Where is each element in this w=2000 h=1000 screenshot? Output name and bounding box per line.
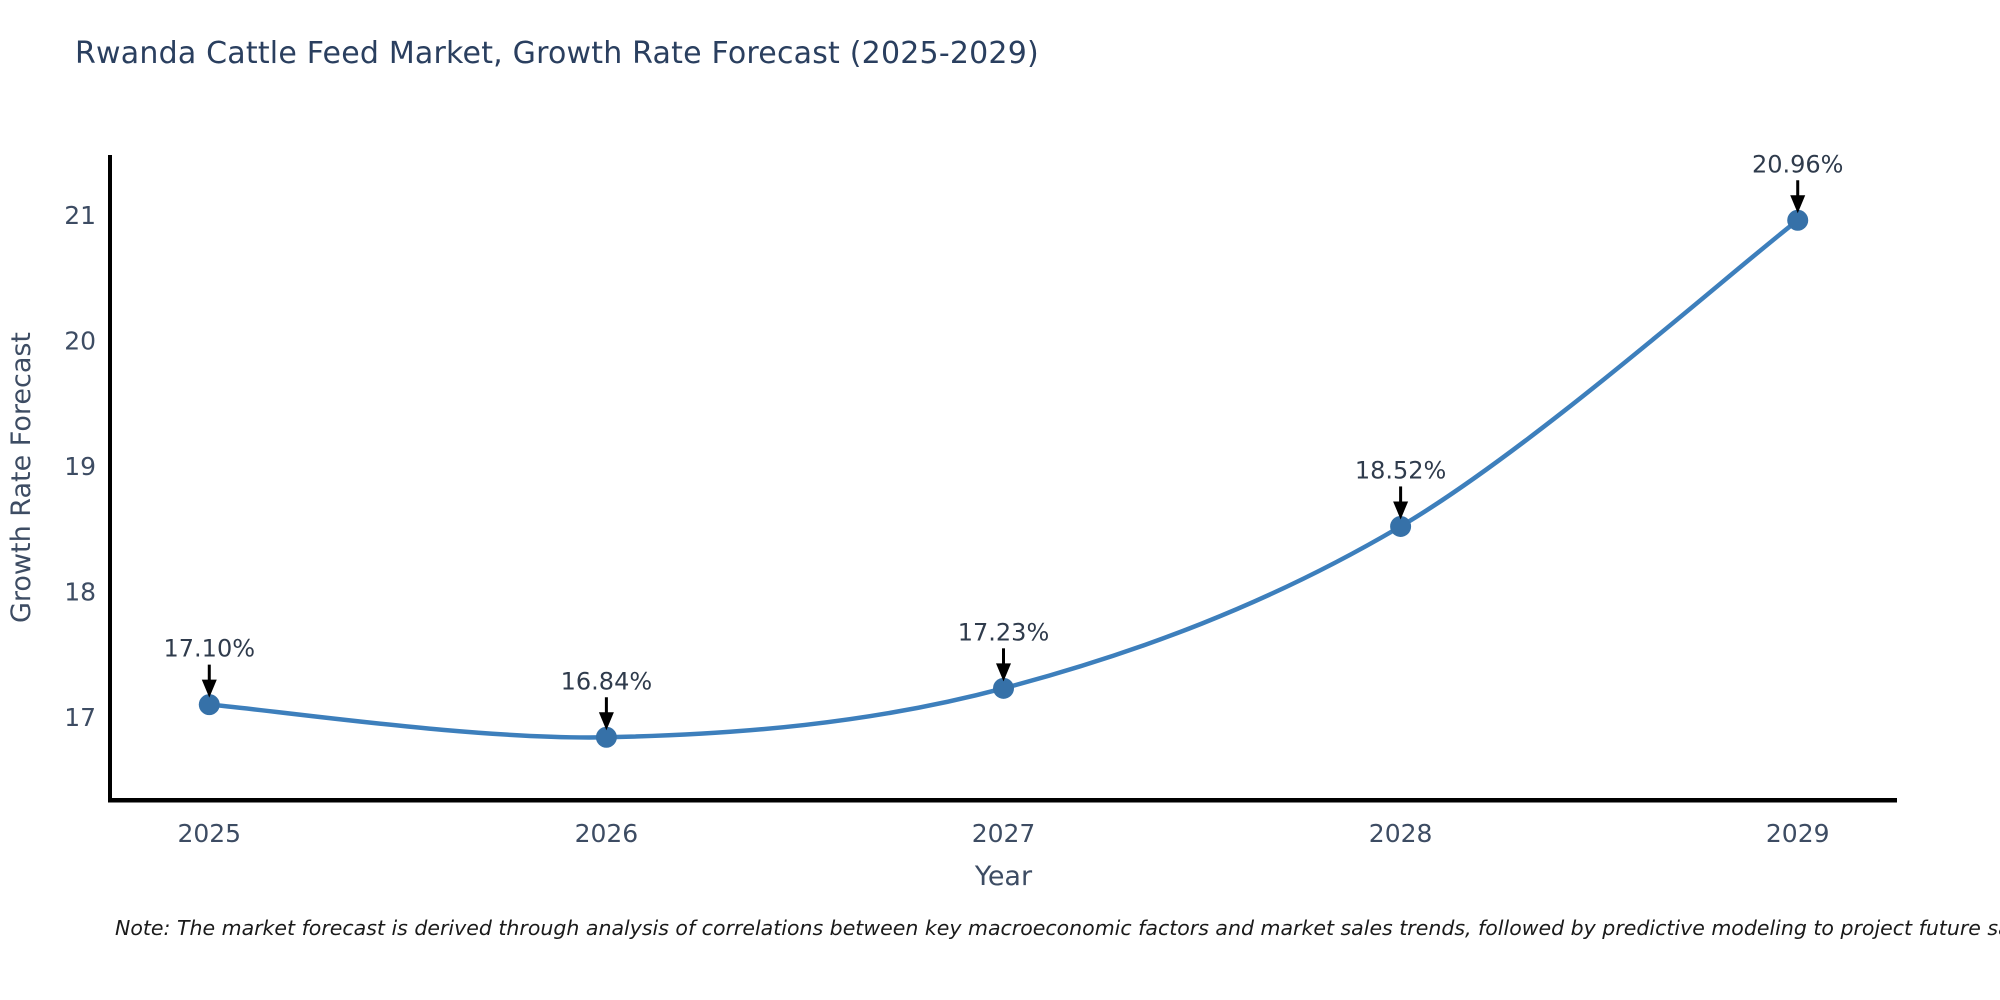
x-axis-line — [108, 798, 1897, 803]
data-point-annotation: 20.96% — [1752, 150, 1844, 214]
x-tick-label: 2029 — [1766, 819, 1830, 848]
annotation-arrow-head — [1393, 501, 1409, 520]
data-point-annotation: 18.52% — [1355, 456, 1447, 520]
x-tick-label: 2027 — [972, 819, 1036, 848]
x-tick-label: 2026 — [575, 819, 639, 848]
data-point-annotation: 16.84% — [561, 667, 653, 731]
data-point-marker — [1787, 209, 1809, 231]
y-tick-label: 18 — [64, 578, 96, 607]
annotation-arrow-head — [201, 679, 217, 698]
y-tick-label: 17 — [64, 703, 96, 732]
data-point-annotation: 17.10% — [164, 635, 256, 698]
data-point-label: 20.96% — [1752, 150, 1844, 178]
data-point-label: 17.10% — [164, 635, 256, 663]
y-axis-line — [108, 155, 112, 802]
footnote: Note: The market forecast is derived thr… — [115, 916, 2000, 940]
data-point-annotation: 17.23% — [958, 618, 1050, 682]
y-tick-label: 20 — [64, 327, 96, 356]
y-tick-label: 19 — [64, 452, 96, 481]
annotation-arrow-head — [996, 663, 1011, 682]
data-point-marker — [1390, 515, 1412, 537]
x-axis-title: Year — [974, 861, 1033, 892]
data-point-label: 17.23% — [958, 618, 1050, 646]
annotation-arrow-head — [598, 712, 614, 731]
data-point-marker — [993, 677, 1014, 699]
data-point-marker — [198, 694, 220, 716]
chart-title: Rwanda Cattle Feed Market, Growth Rate F… — [75, 36, 1039, 71]
y-tick-label: 21 — [64, 201, 96, 230]
y-axis-title: Growth Rate Forecast — [6, 332, 37, 623]
data-point-marker — [595, 726, 617, 748]
data-point-label: 16.84% — [561, 667, 653, 695]
annotation-arrow-head — [1790, 195, 1806, 214]
x-tick-label: 2028 — [1369, 819, 1433, 848]
data-point-label: 18.52% — [1355, 456, 1447, 484]
x-tick-label: 2025 — [177, 819, 241, 848]
